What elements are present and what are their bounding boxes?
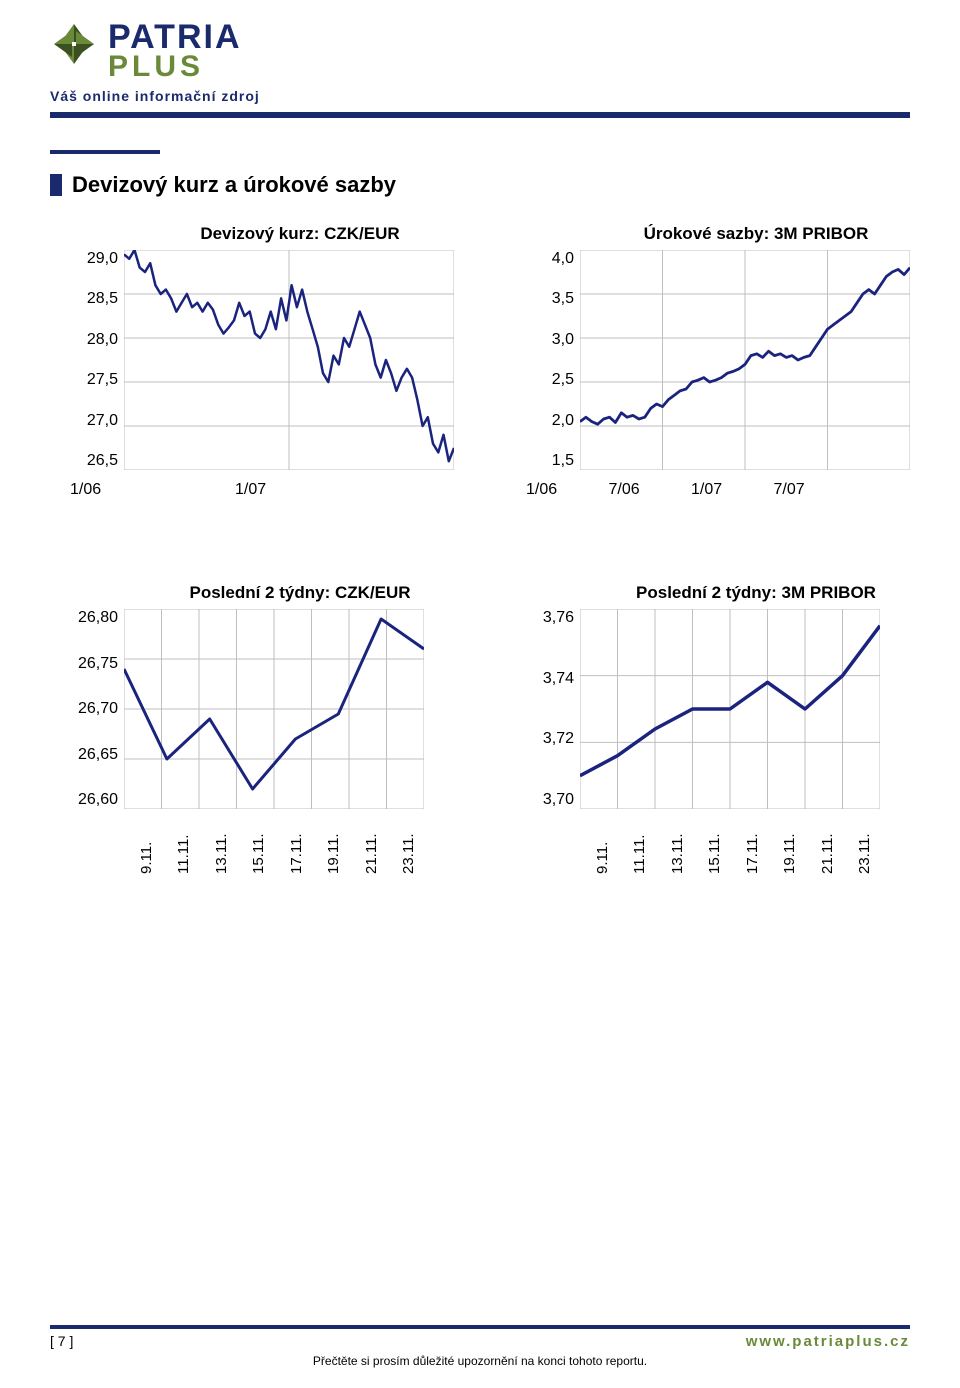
x-tick-label: 11.11. bbox=[175, 835, 192, 874]
y-tick-label: 2,5 bbox=[552, 371, 574, 389]
chart-plot bbox=[124, 609, 424, 814]
header-divider bbox=[50, 112, 910, 118]
x-tick-label: 21.11. bbox=[819, 833, 836, 874]
y-tick-label: 3,74 bbox=[543, 670, 574, 688]
x-tick-label: 1/06 bbox=[526, 481, 557, 499]
x-axis-labels: 1/06 1/07 bbox=[70, 481, 460, 503]
y-tick-label: 28,5 bbox=[87, 290, 118, 308]
x-tick-label: 1/07 bbox=[235, 481, 266, 499]
x-axis-labels: 9.11. 11.11. 13.11. 15.11. 17.11. 19.11. 21.11… bbox=[130, 820, 430, 874]
y-tick-label: 3,0 bbox=[552, 331, 574, 349]
x-tick-label: 13.11. bbox=[213, 833, 230, 874]
y-tick-label: 29,0 bbox=[87, 250, 118, 268]
accent-divider bbox=[50, 150, 160, 154]
y-axis-labels: 3,76 3,74 3,72 3,70 bbox=[526, 609, 580, 809]
section-title: Devizový kurz a úrokové sazby bbox=[72, 172, 396, 198]
chart-title: Poslední 2 týdny: 3M PRIBOR bbox=[586, 583, 926, 603]
y-tick-label: 26,80 bbox=[78, 609, 118, 627]
brand-tagline: Váš online informační zdroj bbox=[50, 88, 910, 104]
y-tick-label: 26,70 bbox=[78, 700, 118, 718]
footer-divider bbox=[50, 1325, 910, 1329]
chart-czk-eur-long: Devizový kurz: CZK/EUR 29,028,528,027,52… bbox=[70, 224, 470, 503]
x-tick-label: 9.11. bbox=[138, 842, 155, 874]
brand-name-main: PATRIA bbox=[108, 20, 242, 54]
y-tick-label: 3,5 bbox=[552, 290, 574, 308]
brand-name-sub: PLUS bbox=[108, 52, 242, 82]
x-tick-label: 7/06 bbox=[609, 481, 640, 499]
y-tick-label: 27,0 bbox=[87, 412, 118, 430]
x-axis-labels: 1/06 7/06 1/07 7/07 bbox=[526, 481, 916, 503]
chart-title: Poslední 2 týdny: CZK/EUR bbox=[130, 583, 470, 603]
x-tick-label: 19.11. bbox=[781, 833, 798, 874]
page-header: PATRIA PLUS Váš online informační zdroj bbox=[50, 20, 910, 104]
chart-czk-eur-2w: Poslední 2 týdny: CZK/EUR 26,80 26,75 26,7… bbox=[70, 583, 470, 874]
x-tick-label: 11.11. bbox=[631, 835, 648, 874]
page-footer: [ 7 ] www.patriaplus.cz Přečtěte si pros… bbox=[50, 1325, 910, 1368]
footer-disclaimer: Přečtěte si prosím důležité upozornění n… bbox=[50, 1354, 910, 1368]
x-tick-label: 21.11. bbox=[363, 833, 380, 874]
x-tick-label: 23.11. bbox=[856, 833, 873, 874]
chart-title: Úrokové sazby: 3M PRIBOR bbox=[586, 224, 926, 244]
y-tick-label: 1,5 bbox=[552, 452, 574, 470]
x-tick-label: 19.11. bbox=[325, 833, 342, 874]
y-tick-label: 2,0 bbox=[552, 412, 574, 430]
footer-url: www.patriaplus.cz bbox=[746, 1333, 910, 1350]
y-tick-label: 26,65 bbox=[78, 746, 118, 764]
chart-plot bbox=[124, 250, 454, 475]
y-tick-label: 3,70 bbox=[543, 791, 574, 809]
x-tick-label: 15.11. bbox=[706, 833, 723, 874]
x-tick-label: 7/07 bbox=[774, 481, 805, 499]
chart-plot bbox=[580, 250, 910, 475]
page-number: [ 7 ] bbox=[50, 1333, 73, 1349]
y-axis-labels: 4,0 3,5 3,0 2,5 2,0 1,5 bbox=[526, 250, 580, 470]
x-tick-label: 17.11. bbox=[288, 833, 305, 874]
y-tick-label: 28,0 bbox=[87, 331, 118, 349]
y-tick-label: 27,5 bbox=[87, 371, 118, 389]
chart-pribor-2w: Poslední 2 týdny: 3M PRIBOR 3,76 3,74 3,72… bbox=[526, 583, 926, 874]
y-tick-label: 26,5 bbox=[87, 452, 118, 470]
y-tick-label: 3,76 bbox=[543, 609, 574, 627]
x-axis-labels: 9.11. 11.11. 13.11. 15.11. 17.11. 19.11. 21.11… bbox=[586, 820, 886, 874]
x-tick-label: 1/07 bbox=[691, 481, 722, 499]
y-tick-label: 4,0 bbox=[552, 250, 574, 268]
chart-plot bbox=[580, 609, 880, 814]
y-axis-labels: 29,0 28,5 28,0 27,5 27,0 26,5 bbox=[70, 250, 124, 470]
section-bullet-icon bbox=[50, 174, 62, 196]
chart-title: Devizový kurz: CZK/EUR bbox=[130, 224, 470, 244]
patria-logo-icon bbox=[50, 20, 98, 73]
x-tick-label: 15.11. bbox=[250, 833, 267, 874]
y-tick-label: 26,60 bbox=[78, 791, 118, 809]
y-axis-labels: 26,80 26,75 26,70 26,65 26,60 bbox=[70, 609, 124, 809]
x-tick-label: 23.11. bbox=[400, 833, 417, 874]
x-tick-label: 1/06 bbox=[70, 481, 101, 499]
x-tick-label: 13.11. bbox=[669, 833, 686, 874]
x-tick-label: 9.11. bbox=[594, 842, 611, 874]
x-tick-label: 17.11. bbox=[744, 833, 761, 874]
y-tick-label: 26,75 bbox=[78, 655, 118, 673]
y-tick-label: 3,72 bbox=[543, 730, 574, 748]
chart-pribor-long: Úrokové sazby: 3M PRIBOR 4,0 3,5 3,0 2,5 2,0… bbox=[526, 224, 926, 503]
